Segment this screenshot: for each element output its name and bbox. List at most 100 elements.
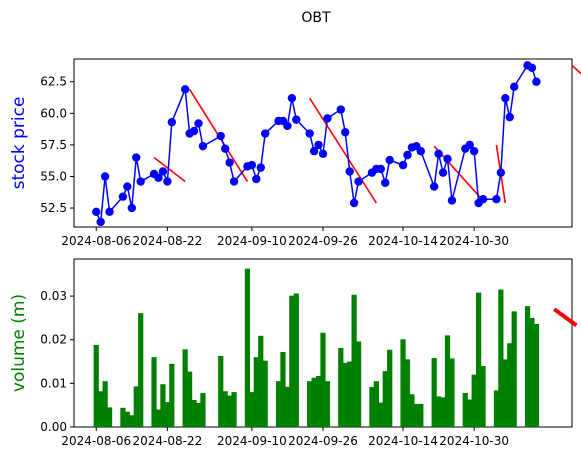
price-point (318, 149, 328, 158)
price-y-ticks: 52.5 55.0 57.5 60.0 62.5 (40, 75, 74, 215)
volume-bar (231, 392, 237, 427)
price-point (447, 196, 457, 205)
volume-bar (355, 341, 362, 427)
price-point (478, 195, 488, 204)
price-point (256, 163, 265, 172)
price-point (509, 82, 519, 91)
volume-bar (378, 402, 384, 427)
volume-bar (191, 399, 197, 427)
price-point (349, 198, 359, 208)
chart-title: OBT (301, 10, 331, 26)
price-point (403, 150, 412, 160)
volume-bar (124, 411, 130, 427)
volume-bars (93, 268, 540, 427)
volume-bar (462, 392, 468, 427)
price-point (345, 167, 354, 176)
price-point (92, 207, 101, 217)
volume-bar (440, 397, 446, 427)
volume-bar (493, 390, 500, 427)
volume-bar (280, 351, 286, 427)
price-point (252, 174, 261, 184)
volume-bar (106, 407, 113, 427)
volume-trend-lines (553, 307, 578, 327)
price-point (376, 164, 386, 174)
volume-bar (253, 357, 259, 427)
volume-bar (449, 358, 455, 427)
price-x-tick-label: 2024-09-26 (288, 234, 358, 248)
price-y-tick-label: 55.0 (40, 169, 67, 183)
volume-x-tick-label: 2024-08-22 (133, 434, 203, 448)
volume-bar (155, 409, 162, 427)
price-trend-segment-2 (308, 97, 378, 204)
price-point (283, 121, 292, 131)
volume-bar (533, 324, 540, 427)
price-point (158, 167, 168, 176)
price-point (341, 128, 350, 137)
volume-bar (400, 339, 406, 427)
price-x-tick-label: 2024-08-22 (133, 234, 203, 248)
volume-bar (200, 392, 206, 427)
volume-bar (431, 358, 437, 427)
price-point (194, 119, 203, 128)
price-y-tick-label: 60.0 (40, 106, 67, 120)
volume-bar (409, 394, 415, 427)
price-point (416, 147, 426, 156)
price-point (309, 147, 319, 156)
volume-bar (467, 399, 473, 427)
volume-bar (373, 381, 379, 427)
volume-bar (289, 295, 295, 427)
price-point (260, 129, 270, 138)
volume-y-axis-label: volume (m) (9, 294, 29, 392)
volume-bar (311, 377, 317, 427)
volume-bar (120, 407, 126, 427)
price-point (434, 149, 443, 158)
price-series (92, 61, 541, 227)
volume-bar (275, 381, 282, 427)
volume-bar (98, 391, 104, 427)
volume-y-ticks: 0.00 0.01 0.02 0.03 (40, 289, 74, 434)
volume-bar (195, 403, 202, 427)
price-point (527, 63, 537, 73)
price-point (505, 112, 514, 122)
price-point (136, 177, 145, 186)
volume-bar (164, 402, 170, 427)
volume-chart: 0.000.010.020.03 2024-08-06 2024-08-22 202… (9, 258, 578, 448)
price-point (314, 140, 323, 150)
volume-bar (258, 335, 264, 427)
volume-bar (151, 357, 157, 427)
volume-y-tick-label: 0.01 (40, 376, 67, 390)
price-point (123, 182, 132, 191)
price-point (225, 158, 234, 167)
volume-bar (347, 361, 353, 427)
price-point (443, 154, 452, 163)
price-point (305, 129, 314, 138)
price-point (501, 93, 510, 103)
price-point (96, 217, 105, 227)
volume-x-tick-label: 2024-10-14 (368, 434, 438, 448)
volume-bar (138, 313, 144, 427)
volume-bar (222, 391, 228, 427)
volume-bar (382, 371, 388, 427)
price-point (229, 177, 239, 186)
volume-bar (338, 348, 344, 427)
price-chart: 52.5 55.0 57.5 60.0 62.5 2024-08-06 2024-08-2… (9, 58, 581, 248)
volume-bar (471, 374, 477, 427)
volume-bar (404, 359, 411, 427)
price-point (198, 141, 208, 151)
volume-y-tick-label: 0.02 (40, 333, 67, 347)
volume-x-tick-label: 2024-09-10 (217, 434, 287, 448)
volume-bar (102, 381, 108, 427)
price-point (469, 147, 479, 156)
volume-bar (227, 395, 233, 427)
price-point (385, 155, 394, 165)
price-point (163, 177, 172, 186)
price-x-tick-label: 2024-10-14 (368, 234, 438, 248)
volume-bar (369, 386, 375, 427)
price-x-ticks: 2024-08-06 2024-08-22 2024-09-10 2024-09-26… (61, 227, 509, 248)
price-point (118, 192, 128, 201)
volume-bar (529, 317, 535, 427)
volume-x-tick-label: 2024-09-26 (288, 434, 358, 448)
price-point (292, 115, 301, 124)
volume-bar (315, 375, 322, 427)
